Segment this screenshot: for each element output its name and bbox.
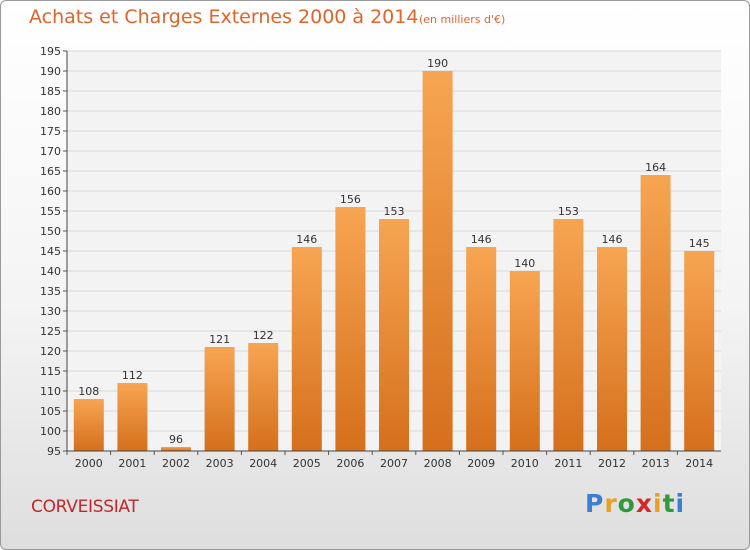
logo-letter: i bbox=[675, 489, 686, 518]
y-tick-label: 180 bbox=[40, 105, 61, 118]
data-label: 121 bbox=[209, 333, 230, 346]
y-tick-label: 185 bbox=[40, 85, 61, 98]
data-label: 145 bbox=[689, 237, 710, 250]
y-tick-label: 195 bbox=[40, 45, 61, 58]
x-tick-label: 2011 bbox=[554, 457, 582, 470]
data-label: 122 bbox=[253, 329, 274, 342]
bar-2011 bbox=[553, 219, 584, 451]
data-label: 190 bbox=[427, 57, 448, 70]
data-label: 164 bbox=[645, 161, 666, 174]
bar-2007 bbox=[379, 219, 409, 451]
logo-letter: r bbox=[604, 489, 618, 518]
x-tick-label: 2000 bbox=[75, 457, 103, 470]
y-tick-label: 155 bbox=[40, 205, 61, 218]
bar-2009 bbox=[466, 247, 497, 451]
data-label: 156 bbox=[340, 193, 361, 206]
y-tick-label: 150 bbox=[40, 225, 61, 238]
data-label: 108 bbox=[78, 385, 99, 398]
x-tick-label: 2006 bbox=[336, 457, 364, 470]
data-label: 146 bbox=[602, 233, 623, 246]
y-tick-label: 135 bbox=[40, 285, 61, 298]
y-tick-label: 175 bbox=[40, 125, 61, 138]
data-label: 140 bbox=[514, 257, 535, 270]
chart-title: Achats et Charges Externes 2000 à 2014 bbox=[29, 6, 419, 28]
bar-2014 bbox=[684, 251, 715, 451]
x-tick-label: 2004 bbox=[249, 457, 277, 470]
y-tick-label: 160 bbox=[40, 185, 61, 198]
x-tick-label: 2013 bbox=[642, 457, 670, 470]
y-tick-label: 165 bbox=[40, 165, 61, 178]
data-label: 153 bbox=[384, 205, 405, 218]
data-label: 153 bbox=[558, 205, 579, 218]
bar-2002 bbox=[161, 447, 191, 451]
chart-subtitle: (en milliers d'€) bbox=[419, 13, 506, 26]
bar-2008 bbox=[422, 71, 453, 451]
x-tick-label: 2012 bbox=[598, 457, 626, 470]
bar-2005 bbox=[291, 247, 322, 451]
proxiti-logo: Proxiti bbox=[585, 489, 685, 518]
x-tick-label: 2002 bbox=[162, 457, 190, 470]
y-tick-label: 120 bbox=[40, 345, 61, 358]
x-tick-label: 2003 bbox=[206, 457, 234, 470]
y-tick-label: 125 bbox=[40, 325, 61, 338]
y-tick-label: 110 bbox=[40, 385, 61, 398]
x-tick-label: 2010 bbox=[511, 457, 539, 470]
bar-2012 bbox=[597, 247, 627, 451]
bar-2001 bbox=[117, 383, 148, 451]
logo-letter: o bbox=[617, 489, 636, 518]
x-tick-label: 2009 bbox=[467, 457, 495, 470]
y-tick-label: 145 bbox=[40, 245, 61, 258]
y-tick-label: 95 bbox=[47, 445, 61, 458]
data-label: 146 bbox=[471, 233, 492, 246]
bar-2003 bbox=[204, 347, 235, 451]
y-tick-label: 190 bbox=[40, 65, 61, 78]
x-tick-label: 2005 bbox=[293, 457, 321, 470]
y-tick-label: 140 bbox=[40, 265, 61, 278]
data-label: 146 bbox=[296, 233, 317, 246]
x-tick-label: 2008 bbox=[424, 457, 452, 470]
commune-name: CORVEISSIAT bbox=[31, 497, 139, 517]
x-tick-label: 2001 bbox=[118, 457, 146, 470]
logo-letter: i bbox=[653, 489, 663, 518]
x-tick-label: 2014 bbox=[685, 457, 713, 470]
y-tick-label: 105 bbox=[40, 405, 61, 418]
logo-letter: t bbox=[662, 489, 676, 518]
x-tick-label: 2007 bbox=[380, 457, 408, 470]
bar-2000 bbox=[73, 399, 104, 451]
data-label: 112 bbox=[122, 369, 143, 382]
bar-2004 bbox=[248, 343, 279, 451]
y-tick-label: 100 bbox=[40, 425, 61, 438]
y-tick-label: 115 bbox=[40, 365, 61, 378]
y-tick-label: 130 bbox=[40, 305, 61, 318]
bar-2013 bbox=[640, 175, 671, 451]
bar-2010 bbox=[509, 271, 540, 451]
logo-letter: x bbox=[635, 489, 653, 518]
data-label: 96 bbox=[169, 433, 183, 446]
y-tick-label: 170 bbox=[40, 145, 61, 158]
logo-letter: P bbox=[585, 489, 605, 518]
bar-2006 bbox=[335, 207, 366, 451]
